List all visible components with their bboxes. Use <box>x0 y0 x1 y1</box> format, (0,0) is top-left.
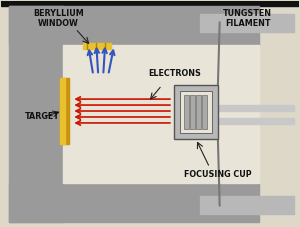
Bar <box>196 95 201 129</box>
Bar <box>200 14 294 32</box>
Bar <box>184 95 189 129</box>
Text: TARGET: TARGET <box>25 113 59 121</box>
Bar <box>1 1 299 6</box>
Bar <box>200 197 294 214</box>
Bar <box>9 6 260 45</box>
Bar <box>9 183 260 222</box>
Text: ELECTRONS: ELECTRONS <box>148 69 201 78</box>
Text: FOCUSING CUP: FOCUSING CUP <box>184 170 251 179</box>
Text: TUNGSTEN
FILAMENT: TUNGSTEN FILAMENT <box>223 9 272 28</box>
Bar <box>180 91 212 133</box>
Bar <box>202 95 207 129</box>
Bar <box>218 118 294 124</box>
Bar <box>174 85 218 139</box>
Bar <box>218 105 294 111</box>
Text: BERYLLIUM
WINDOW: BERYLLIUM WINDOW <box>33 9 84 28</box>
Bar <box>63 45 260 183</box>
Bar <box>9 6 63 222</box>
Bar <box>60 78 69 144</box>
Bar <box>83 43 111 49</box>
Bar <box>190 95 195 129</box>
Bar <box>60 78 65 144</box>
